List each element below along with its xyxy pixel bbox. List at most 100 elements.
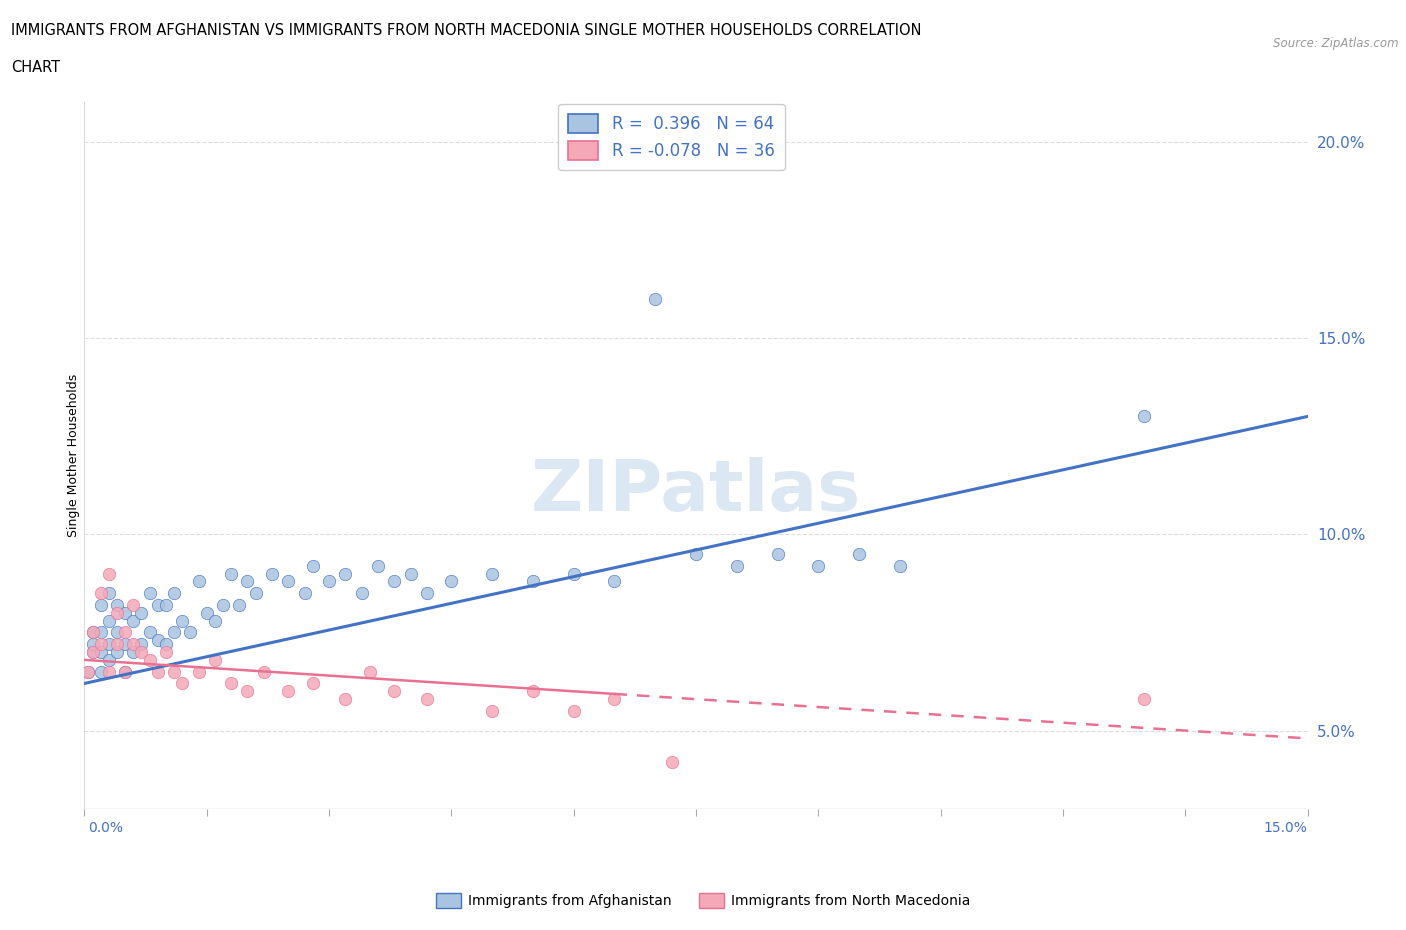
Point [603, 574, 626, 589]
Point [114, 637, 136, 652]
Point [277, 574, 299, 589]
Point [277, 684, 299, 698]
Point [138, 586, 160, 601]
Point [105, 644, 128, 659]
Point [97, 586, 120, 601]
Point [481, 703, 503, 718]
Point [90, 637, 112, 652]
Point [122, 597, 145, 612]
Point [1133, 692, 1156, 707]
Point [90, 644, 112, 659]
Point [155, 637, 177, 652]
Text: IMMIGRANTS FROM AFGHANISTAN VS IMMIGRANTS FROM NORTH MACEDONIA SINGLE MOTHER HOU: IMMIGRANTS FROM AFGHANISTAN VS IMMIGRANT… [11, 23, 922, 38]
Point [97, 637, 120, 652]
Point [122, 644, 145, 659]
Point [138, 625, 160, 640]
Point [163, 586, 186, 601]
Point [359, 664, 381, 679]
Point [77, 664, 100, 679]
Point [146, 632, 169, 647]
Point [212, 597, 235, 612]
Text: 15.0%: 15.0% [1264, 821, 1308, 835]
Point [172, 613, 194, 628]
Point [260, 566, 283, 581]
Point [138, 653, 160, 668]
Text: ZIPatlas: ZIPatlas [531, 457, 860, 525]
Point [172, 676, 194, 691]
Point [335, 692, 357, 707]
Point [416, 692, 439, 707]
Point [766, 547, 789, 562]
Point [1133, 409, 1156, 424]
Point [335, 566, 357, 581]
Point [889, 558, 911, 573]
Point [105, 625, 128, 640]
Point [603, 692, 626, 707]
Point [399, 566, 422, 581]
Point [685, 547, 707, 562]
Point [187, 574, 209, 589]
Point [97, 613, 120, 628]
Point [122, 637, 145, 652]
Point [114, 625, 136, 640]
Point [90, 625, 112, 640]
Point [82, 625, 104, 640]
Point [725, 558, 748, 573]
Point [204, 653, 226, 668]
Point [195, 605, 218, 620]
Text: 0.0%: 0.0% [89, 821, 124, 835]
Point [807, 558, 830, 573]
Point [114, 664, 136, 679]
Point [82, 625, 104, 640]
Point [155, 597, 177, 612]
Point [219, 566, 242, 581]
Point [90, 664, 112, 679]
Point [163, 664, 186, 679]
Legend: R =  0.396   N = 64, R = -0.078   N = 36: R = 0.396 N = 64, R = -0.078 N = 36 [558, 103, 785, 170]
Point [522, 684, 544, 698]
Point [382, 574, 405, 589]
Point [481, 566, 503, 581]
Point [77, 664, 100, 679]
Point [146, 597, 169, 612]
Point [163, 625, 186, 640]
Point [114, 664, 136, 679]
Point [179, 625, 201, 640]
Point [301, 558, 323, 573]
Point [848, 547, 870, 562]
Point [187, 664, 209, 679]
Point [90, 586, 112, 601]
Point [522, 574, 544, 589]
Point [131, 637, 153, 652]
Y-axis label: Single Mother Households: Single Mother Households [66, 374, 80, 538]
Point [644, 291, 666, 306]
Text: CHART: CHART [11, 60, 60, 75]
Point [204, 613, 226, 628]
Point [661, 754, 683, 769]
Point [122, 613, 145, 628]
Point [236, 574, 259, 589]
Point [90, 597, 112, 612]
Text: Source: ZipAtlas.com: Source: ZipAtlas.com [1274, 37, 1399, 50]
Point [562, 703, 585, 718]
Point [82, 644, 104, 659]
Point [301, 676, 323, 691]
Point [114, 605, 136, 620]
Point [82, 644, 104, 659]
Point [146, 664, 169, 679]
Point [82, 637, 104, 652]
Point [219, 676, 242, 691]
Point [97, 653, 120, 668]
Point [253, 664, 276, 679]
Point [382, 684, 405, 698]
Legend: Immigrants from Afghanistan, Immigrants from North Macedonia: Immigrants from Afghanistan, Immigrants … [430, 888, 976, 914]
Point [440, 574, 463, 589]
Point [416, 586, 439, 601]
Point [294, 586, 316, 601]
Point [105, 605, 128, 620]
Point [105, 637, 128, 652]
Point [155, 644, 177, 659]
Point [367, 558, 389, 573]
Point [131, 644, 153, 659]
Point [236, 684, 259, 698]
